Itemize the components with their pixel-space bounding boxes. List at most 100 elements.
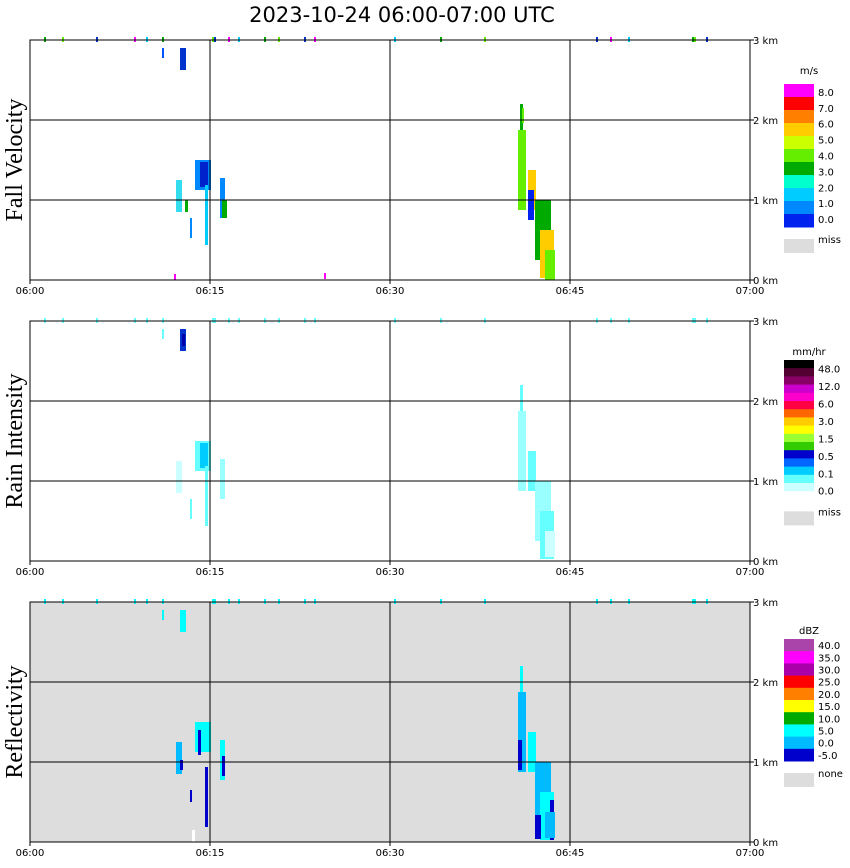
colorbar-label: 2.0	[818, 183, 834, 194]
colorbar-swatch	[784, 136, 814, 150]
echo-region	[522, 108, 524, 123]
colorbar-label: 3.0	[818, 417, 834, 428]
colorbar-label: 35.0	[818, 653, 840, 664]
colorbar-label: 25.0	[818, 678, 840, 689]
colorbar-swatch	[784, 712, 814, 725]
colorbar-label: 5.0	[818, 136, 834, 147]
y-tick-label: 1 km	[753, 196, 778, 207]
colorbar-miss-label: none	[818, 769, 843, 780]
colorbar-miss-label: miss	[818, 507, 841, 518]
colorbar-label: 20.0	[818, 690, 840, 701]
echo-region	[176, 742, 182, 774]
echo-region	[205, 767, 208, 827]
colorbar-swatch	[784, 425, 814, 435]
colorbar-swatch	[784, 149, 814, 163]
colorbar-label: 0.1	[818, 469, 834, 480]
echo-region	[182, 334, 185, 346]
echo-region	[545, 812, 555, 838]
colorbar-label: 6.0	[818, 120, 834, 131]
echo-region	[200, 162, 208, 187]
colorbar-swatch	[784, 736, 814, 750]
echo-region	[176, 180, 182, 212]
colorbar-swatch	[784, 368, 814, 377]
colorbar-swatch	[784, 748, 814, 762]
x-tick-label: 06:00	[16, 567, 45, 578]
colorbar-label: 5.0	[818, 727, 834, 738]
y-tick-label: 3 km	[753, 598, 778, 609]
echo-region	[162, 329, 164, 339]
echo-region	[198, 730, 201, 755]
colorbar-label: 12.0	[818, 382, 840, 393]
colorbar-label: -5.0	[818, 751, 838, 762]
echo-region	[174, 274, 176, 280]
echo-region	[528, 190, 534, 220]
echo-region	[528, 732, 536, 772]
reflectivity-panel: Reflectivity 06:00 06:15 06:30 06:45 07:000 …	[2, 598, 843, 859]
echo-region	[535, 815, 541, 839]
echo-region	[180, 610, 186, 632]
colorbar-swatch	[784, 458, 814, 468]
y-tick-label: 2 km	[753, 397, 778, 408]
colorbar-swatch	[784, 214, 814, 228]
echo-region	[220, 178, 225, 218]
ylabel: Fall Velocity	[2, 99, 28, 222]
y-tick-label: 2 km	[753, 116, 778, 127]
colorbar-swatch	[784, 466, 814, 476]
x-tick-label: 07:00	[736, 848, 765, 859]
x-tick-label: 06:15	[196, 848, 225, 859]
colorbar-swatch	[784, 483, 814, 492]
y-tick-label: 0 km	[753, 557, 778, 568]
x-tick-label: 06:45	[556, 286, 585, 297]
echo-region	[195, 722, 211, 752]
colorbar-miss-swatch	[784, 511, 814, 526]
echo-region	[545, 250, 555, 280]
colorbar-swatch	[784, 201, 814, 215]
colorbar-swatch	[784, 417, 814, 427]
colorbar-label: 10.0	[818, 714, 840, 725]
x-tick-label: 06:15	[196, 567, 225, 578]
colorbar-swatch	[784, 376, 814, 386]
echo-region	[222, 756, 225, 776]
echo-region	[192, 830, 195, 842]
x-tick-label: 06:30	[376, 567, 405, 578]
colorbar-swatch	[784, 162, 814, 176]
colorbar-swatch	[784, 360, 814, 369]
rain-intensity-panel: Rain Intensity 06:00 06:15 06:30 06:45 07:00…	[2, 317, 841, 578]
colorbar-label: 0.5	[818, 452, 834, 463]
colorbar-label: 30.0	[818, 666, 840, 677]
echo-region	[180, 48, 186, 70]
echo-region	[180, 760, 183, 770]
colorbar-swatch	[784, 188, 814, 202]
y-tick-label: 3 km	[753, 36, 778, 47]
echo-region	[528, 451, 536, 491]
colorbar-swatch	[784, 442, 814, 451]
colorbar-label: 1.5	[818, 434, 834, 445]
echo-region	[162, 610, 164, 620]
y-tick-label: 3 km	[753, 317, 778, 328]
echo-region	[162, 48, 164, 58]
colorbar-swatch	[784, 384, 814, 394]
colorbar-swatch	[784, 687, 814, 701]
echo-region	[190, 790, 192, 802]
colorbar-unit: mm/hr	[792, 347, 826, 358]
colorbar-swatch	[784, 639, 814, 652]
colorbar-miss-swatch	[784, 773, 814, 787]
colorbar-label: 4.0	[818, 152, 834, 163]
x-tick-label: 06:30	[376, 286, 405, 297]
colorbar-swatch	[784, 392, 814, 402]
colorbar-label: 48.0	[818, 365, 840, 376]
colorbar-swatch	[784, 123, 814, 137]
colorbar-swatch	[784, 474, 814, 484]
colorbar-swatch	[784, 409, 814, 418]
echo-region	[220, 459, 225, 499]
echo-region	[518, 740, 522, 770]
echo-region	[518, 692, 526, 772]
colorbar-miss-label: miss	[818, 235, 841, 246]
y-tick-label: 1 km	[753, 758, 778, 769]
y-tick-label: 0 km	[753, 276, 778, 287]
colorbar-swatch	[784, 110, 814, 124]
echo-region	[185, 200, 188, 212]
x-tick-label: 06:00	[16, 286, 45, 297]
colorbar-swatch	[784, 450, 814, 459]
